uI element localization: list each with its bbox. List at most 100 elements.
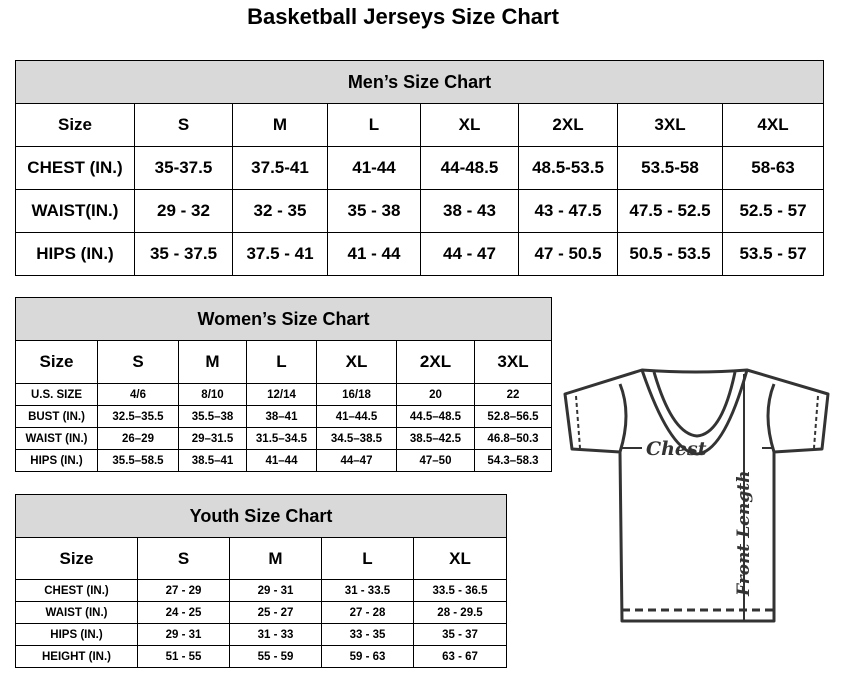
header-cell: XL [316, 340, 397, 384]
value-cell: 52.5 - 57 [722, 189, 824, 233]
value-cell: 34.5–38.5 [316, 427, 397, 450]
value-cell: 31 - 33 [229, 623, 322, 646]
value-cell: 44.5–48.5 [396, 405, 475, 428]
value-cell: 47–50 [396, 449, 475, 472]
header-cell: Size [15, 103, 135, 147]
header-cell: 2XL [518, 103, 618, 147]
value-cell: 35 - 37.5 [134, 232, 233, 276]
row-label: HIPS (IN.) [15, 232, 135, 276]
row-label: CHEST (IN.) [15, 146, 135, 190]
value-cell: 29 - 31 [137, 623, 230, 646]
value-cell: 41-44 [327, 146, 421, 190]
row-label: WAIST (IN.) [15, 601, 138, 624]
value-cell: 27 - 28 [321, 601, 414, 624]
value-cell: 32.5–35.5 [97, 405, 179, 428]
value-cell: 41 - 44 [327, 232, 421, 276]
value-cell: 35 - 37 [412, 623, 508, 646]
value-cell: 50.5 - 53.5 [617, 232, 723, 276]
table-row: HEIGHT (IN.) 51 - 55 55 - 59 59 - 63 63 - 67 [15, 645, 508, 668]
header-cell: L [327, 103, 421, 147]
value-cell: 28 - 29.5 [412, 601, 508, 624]
header-cell: S [134, 103, 233, 147]
header-cell: 3XL [617, 103, 723, 147]
value-cell: 8/10 [178, 383, 247, 406]
value-cell: 58-63 [722, 146, 824, 190]
value-cell: 35 - 38 [327, 189, 421, 233]
header-cell: L [246, 340, 317, 384]
value-cell: 38–41 [246, 405, 317, 428]
table-row: WAIST (IN.) 24 - 25 25 - 27 27 - 28 28 - 29.… [15, 601, 508, 624]
table-row: HIPS (IN.) 35.5–58.5 38.5–41 41–44 44–47 47–5… [15, 449, 553, 472]
value-cell: 38.5–42.5 [396, 427, 475, 450]
value-cell: 35.5–58.5 [97, 449, 179, 472]
value-cell: 53.5-58 [617, 146, 723, 190]
youth-size-table: Youth Size Chart Size S M L XL CHEST (IN.) 27 -… [14, 494, 508, 668]
value-cell: 47 - 50.5 [518, 232, 618, 276]
value-cell: 31.5–34.5 [246, 427, 317, 450]
row-label: U.S. SIZE [15, 383, 98, 406]
value-cell: 44 - 47 [420, 232, 519, 276]
value-cell: 35-37.5 [134, 146, 233, 190]
value-cell: 59 - 63 [321, 645, 414, 668]
value-cell: 43 - 47.5 [518, 189, 618, 233]
value-cell: 22 [473, 383, 553, 406]
value-cell: 29–31.5 [178, 427, 247, 450]
table-row: WAIST (IN.) 26–29 29–31.5 31.5–34.5 34.5–38.… [15, 427, 553, 450]
mens-size-table: Men’s Size Chart Size S M L XL 2XL 3XL 4XL CHEST … [15, 60, 824, 276]
value-cell: 29 - 31 [229, 579, 322, 602]
front-length-label: Front Length [734, 471, 754, 597]
value-cell: 38 - 43 [420, 189, 519, 233]
header-cell: 2XL [396, 340, 475, 384]
header-cell: 3XL [473, 340, 553, 384]
value-cell: 41–44 [246, 449, 317, 472]
value-cell: 48.5-53.5 [518, 146, 618, 190]
value-cell: 20 [396, 383, 475, 406]
value-cell: 55 - 59 [229, 645, 322, 668]
header-cell: S [137, 537, 230, 580]
header-cell: 4XL [722, 103, 824, 147]
row-label: CHEST (IN.) [15, 579, 138, 602]
table-title: Women’s Size Chart [14, 297, 553, 341]
table-title: Youth Size Chart [14, 494, 508, 538]
value-cell: 46.8–50.3 [473, 427, 553, 450]
table-row: HIPS (IN.) 29 - 31 31 - 33 33 - 35 35 - 37 [15, 623, 508, 646]
value-cell: 41–44.5 [316, 405, 397, 428]
table-row: BUST (IN.) 32.5–35.5 35.5–38 38–41 41–44.5 44… [15, 405, 553, 428]
value-cell: 31 - 33.5 [321, 579, 414, 602]
row-label: HIPS (IN.) [15, 623, 138, 646]
header-cell: XL [412, 537, 508, 580]
value-cell: 63 - 67 [412, 645, 508, 668]
value-cell: 32 - 35 [232, 189, 328, 233]
value-cell: 29 - 32 [134, 189, 233, 233]
table-title: Men’s Size Chart [15, 60, 824, 104]
value-cell: 47.5 - 52.5 [617, 189, 723, 233]
value-cell: 26–29 [97, 427, 179, 450]
jersey-diagram: Chest Front Length [563, 368, 830, 623]
row-label: BUST (IN.) [15, 405, 98, 428]
chest-label: Chest [646, 438, 707, 460]
value-cell: 12/14 [246, 383, 317, 406]
table-row: U.S. SIZE 4/6 8/10 12/14 16/18 20 22 [15, 383, 553, 406]
value-cell: 37.5 - 41 [232, 232, 328, 276]
header-cell: XL [420, 103, 519, 147]
value-cell: 33.5 - 36.5 [412, 579, 508, 602]
value-cell: 52.8–56.5 [473, 405, 553, 428]
value-cell: 54.3–58.3 [473, 449, 553, 472]
value-cell: 16/18 [316, 383, 397, 406]
value-cell: 24 - 25 [137, 601, 230, 624]
value-cell: 33 - 35 [321, 623, 414, 646]
table-row: CHEST (IN.) 27 - 29 29 - 31 31 - 33.5 33.5 -… [15, 579, 508, 602]
value-cell: 37.5-41 [232, 146, 328, 190]
row-label: WAIST(IN.) [15, 189, 135, 233]
header-cell: Size [15, 340, 98, 384]
value-cell: 35.5–38 [178, 405, 247, 428]
jersey-outline [563, 368, 830, 623]
page-title: Basketball Jerseys Size Chart [247, 4, 559, 29]
header-cell: L [321, 537, 414, 580]
value-cell: 27 - 29 [137, 579, 230, 602]
table-row: WAIST(IN.) 29 - 32 32 - 35 35 - 38 38 - 43 43… [15, 189, 824, 233]
value-cell: 44-48.5 [420, 146, 519, 190]
row-label: HEIGHT (IN.) [15, 645, 138, 668]
header-cell: M [178, 340, 247, 384]
value-cell: 25 - 27 [229, 601, 322, 624]
